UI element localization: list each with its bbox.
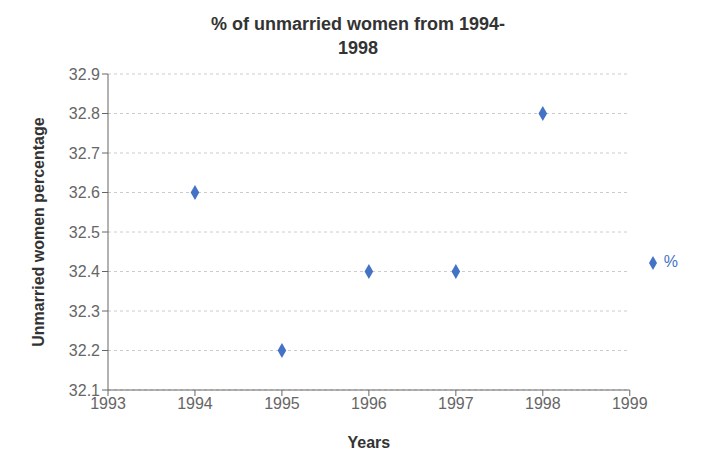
svg-text:1995: 1995 [264,395,300,412]
svg-text:32.7: 32.7 [69,145,100,162]
svg-text:1993: 1993 [90,395,126,413]
svg-text:32.2: 32.2 [69,342,100,359]
html-text:% of unmarried women from 1994: % of unmarried women from 1994- 1998 [211,14,505,58]
svg-text:32.9: 32.9 [69,66,100,83]
svg-text:1997: 1997 [438,395,474,412]
svg-text:1994: 1994 [177,395,213,412]
svg-text:32.6: 32.6 [69,184,100,201]
svg-text:Years: Years [348,434,391,451]
svg-text:1998: 1998 [525,395,561,412]
svg-text:32.8: 32.8 [69,105,100,122]
svg-text:Unmarried women percentage: Unmarried women percentage [30,117,47,347]
svg-text:1996: 1996 [351,395,387,412]
svg-text:32.5: 32.5 [69,224,100,241]
svg-text:32.1: 32.1 [69,382,100,399]
svg-text:1999: 1999 [612,395,648,412]
svg-text:32.3: 32.3 [69,303,100,320]
svg-text:32.4: 32.4 [69,263,100,280]
